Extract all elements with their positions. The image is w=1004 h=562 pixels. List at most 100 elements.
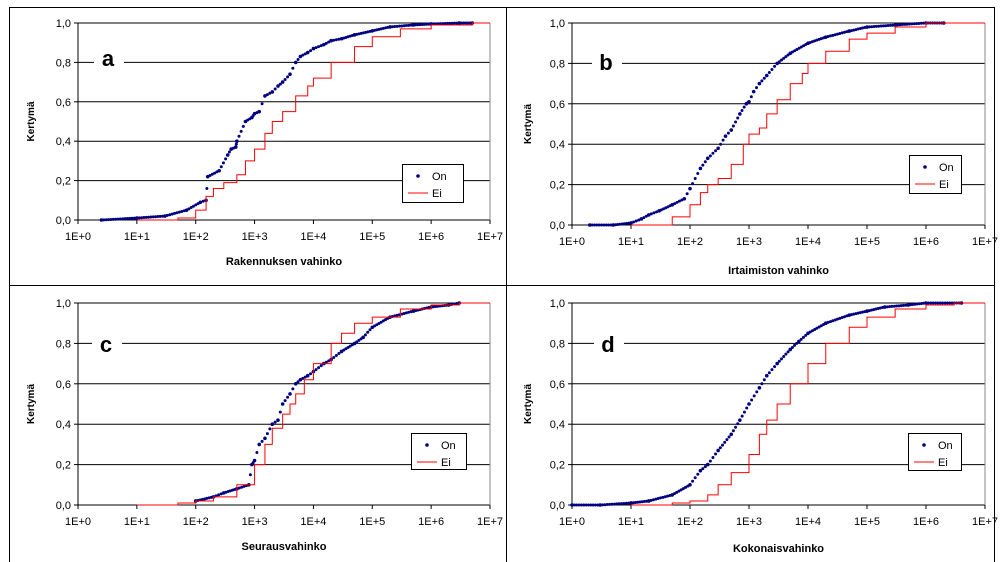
data-point-interp [357,338,361,342]
data-point-interp [158,214,162,218]
data-point [629,221,633,225]
x-tick-label: 1E+4 [795,236,821,248]
x-tick-label: 1E+0 [559,516,585,528]
data-point-interp [886,24,890,28]
data-point-interp [589,503,593,507]
data-point-interp [121,217,125,221]
data-point-interp [402,24,406,28]
data-point-interp [890,304,894,308]
series-ei [136,22,490,221]
data-point-interp [703,160,707,164]
data-point-interp [795,341,799,345]
data-point [276,418,280,422]
data-point-interp [459,21,463,25]
data-point-interp [718,446,722,450]
data-point [252,458,257,463]
x-tick-label: 1E+7 [972,516,998,528]
data-point-interp [915,22,919,26]
data-point [865,25,869,29]
y-tick-label: 0,4 [550,419,565,431]
data-point-interp [644,214,648,218]
x-tick-label: 1E+7 [477,516,503,528]
data-point-interp [303,375,307,379]
x-axis-label: Irtaimiston vahinko [728,265,829,277]
data-point-interp [881,24,885,28]
data-point-interp [128,216,132,220]
y-tick-label: 0,4 [56,136,71,148]
data-point [457,21,462,25]
data-point-interp [725,438,729,442]
data-point-interp [618,222,622,226]
data-point-interp [439,22,443,26]
data-point-interp [920,302,924,306]
data-point-interp [149,215,153,219]
data-point-interp [144,215,148,219]
data-point-interp [701,467,705,471]
data-point-interp [877,24,881,28]
data-point-interp [137,216,141,220]
data-point-interp [941,301,945,305]
data-point-interp [156,215,160,219]
x-tick-label: 1E+4 [795,516,821,528]
data-point-interp [332,38,336,42]
data-point-interp [638,500,642,504]
data-point-interp [219,492,223,496]
data-point-interp [324,360,328,364]
data-point-interp [165,213,169,217]
data-point-interp [296,57,300,61]
data-point-interp [109,217,113,221]
data-point-interp [102,218,106,222]
data-point-interp [808,330,812,334]
panel-b: 0,0 0,2 0,4 0,6 0,8 1,0 1E+0 1E+1 1E+2 1E+3 1E+4 1E… [506,7,998,286]
legend-label-on: On [432,171,447,183]
series-on [193,301,462,503]
data-point-interp [929,301,933,305]
data-point-interp [355,340,359,344]
data-point-interp [201,199,205,203]
data-point-interp [395,313,399,317]
data-point-interp [466,21,470,25]
data-point-interp [191,204,195,208]
data-point-interp [838,32,842,36]
data-point-interp [652,211,656,215]
data-point [764,373,769,378]
legend-label-ei: Ei [939,179,949,191]
data-point-interp [831,319,835,323]
data-point-interp [616,222,620,226]
data-point-interp [319,364,323,368]
data-point-interp [795,48,799,52]
x-tick-label: 1E+5 [854,516,880,528]
data-point-interp [217,493,221,497]
data-point-interp [622,501,626,505]
data-point-interp [872,25,876,29]
data-point-interp [828,34,832,38]
data-point-interp [448,21,452,25]
data-point-interp [187,207,191,211]
data-point-interp [727,435,731,439]
data-point-interp [661,495,665,499]
data-point-interp [384,318,388,322]
data-point-interp [867,25,871,29]
data-point-interp [344,347,348,351]
data-point-interp [591,503,595,507]
data-point-interp [912,22,916,26]
data-point-interp [213,171,217,175]
data-point-interp [933,301,937,305]
data-point [234,145,238,149]
data-point-interp [334,354,338,358]
x-tick-label: 1E+0 [559,236,585,248]
data-point [723,134,728,138]
legend-box [908,433,962,471]
data-point-interp [582,503,586,507]
data-point-interp [677,489,681,493]
data-point-interp [843,315,847,319]
data-point-interp [797,46,801,50]
data-point-interp [301,53,305,57]
series-line [136,302,490,506]
data-point-interp [679,488,683,492]
data-point-interp [948,301,952,305]
y-tick-label: 0,6 [550,99,565,111]
data-point-interp [784,352,788,356]
data-point [587,223,592,227]
data-point [705,156,710,161]
